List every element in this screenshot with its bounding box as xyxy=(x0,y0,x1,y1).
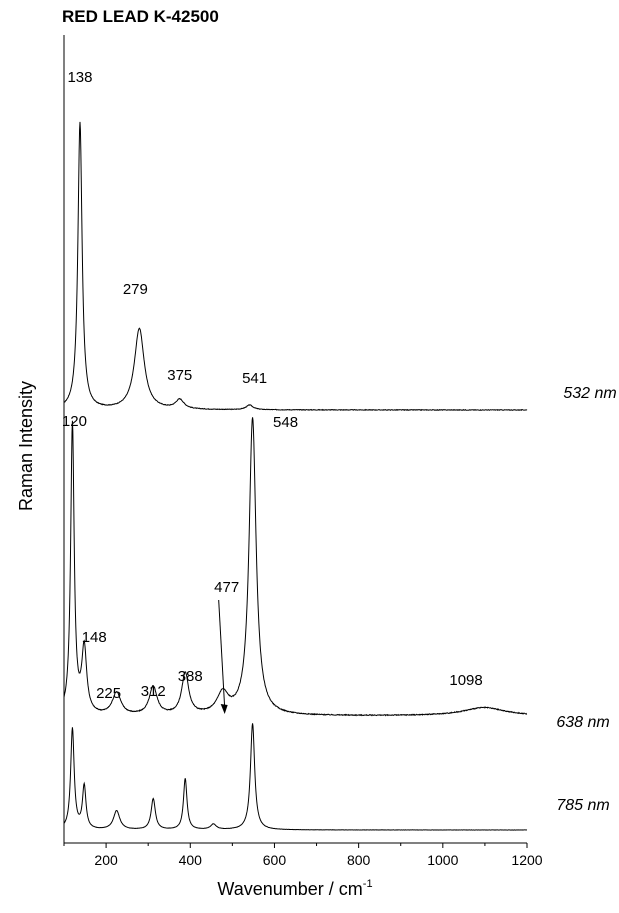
series-line-785-nm xyxy=(63,723,528,831)
x-tick-label: 800 xyxy=(347,852,371,868)
annotation-arrow-477 xyxy=(218,599,226,709)
chart-title: RED LEAD K-42500 xyxy=(62,7,219,26)
peak-label: 120 xyxy=(62,413,87,430)
peak-label: 388 xyxy=(178,668,203,685)
x-axis-label-text: Wavenumber / cm xyxy=(217,879,362,899)
x-ticks: 200 400 600 800 1000 1200 xyxy=(63,843,543,868)
peak-label: 138 xyxy=(67,69,92,86)
peak-label: 148 xyxy=(82,629,107,646)
x-tick-label: 600 xyxy=(263,852,287,868)
annotation-arrowhead-477 xyxy=(220,704,228,714)
peak-labels: 138 279 375 541 120 148 225 312 388 477 548 1098 xyxy=(62,69,483,714)
x-tick-label: 400 xyxy=(179,852,203,868)
peak-label: 225 xyxy=(96,685,121,702)
series-line-638-nm xyxy=(63,417,528,717)
peak-label: 279 xyxy=(123,281,148,298)
peak-label: 477 xyxy=(214,579,239,596)
peak-label: 312 xyxy=(141,683,166,700)
x-tick-label: 200 xyxy=(94,852,118,868)
series-label: 532 nm xyxy=(563,385,616,402)
series-line-532-nm xyxy=(63,121,528,412)
x-axis-label-superscript: -1 xyxy=(363,878,373,890)
series-labels: 532 nm 638 nm 785 nm xyxy=(556,385,616,814)
series-label: 785 nm xyxy=(556,797,609,814)
axes xyxy=(63,35,527,844)
peak-label: 541 xyxy=(242,370,267,387)
series-label: 638 nm xyxy=(556,714,609,731)
peak-label: 548 xyxy=(273,414,298,431)
peak-label: 375 xyxy=(167,367,192,384)
y-axis-label: Raman Intensity xyxy=(16,381,36,511)
x-axis-label: Wavenumber / cm-1 xyxy=(217,878,372,899)
series-group xyxy=(63,121,528,831)
peak-label: 1098 xyxy=(449,672,482,689)
x-tick-label: 1200 xyxy=(511,852,542,868)
x-tick-label: 1000 xyxy=(427,852,458,868)
